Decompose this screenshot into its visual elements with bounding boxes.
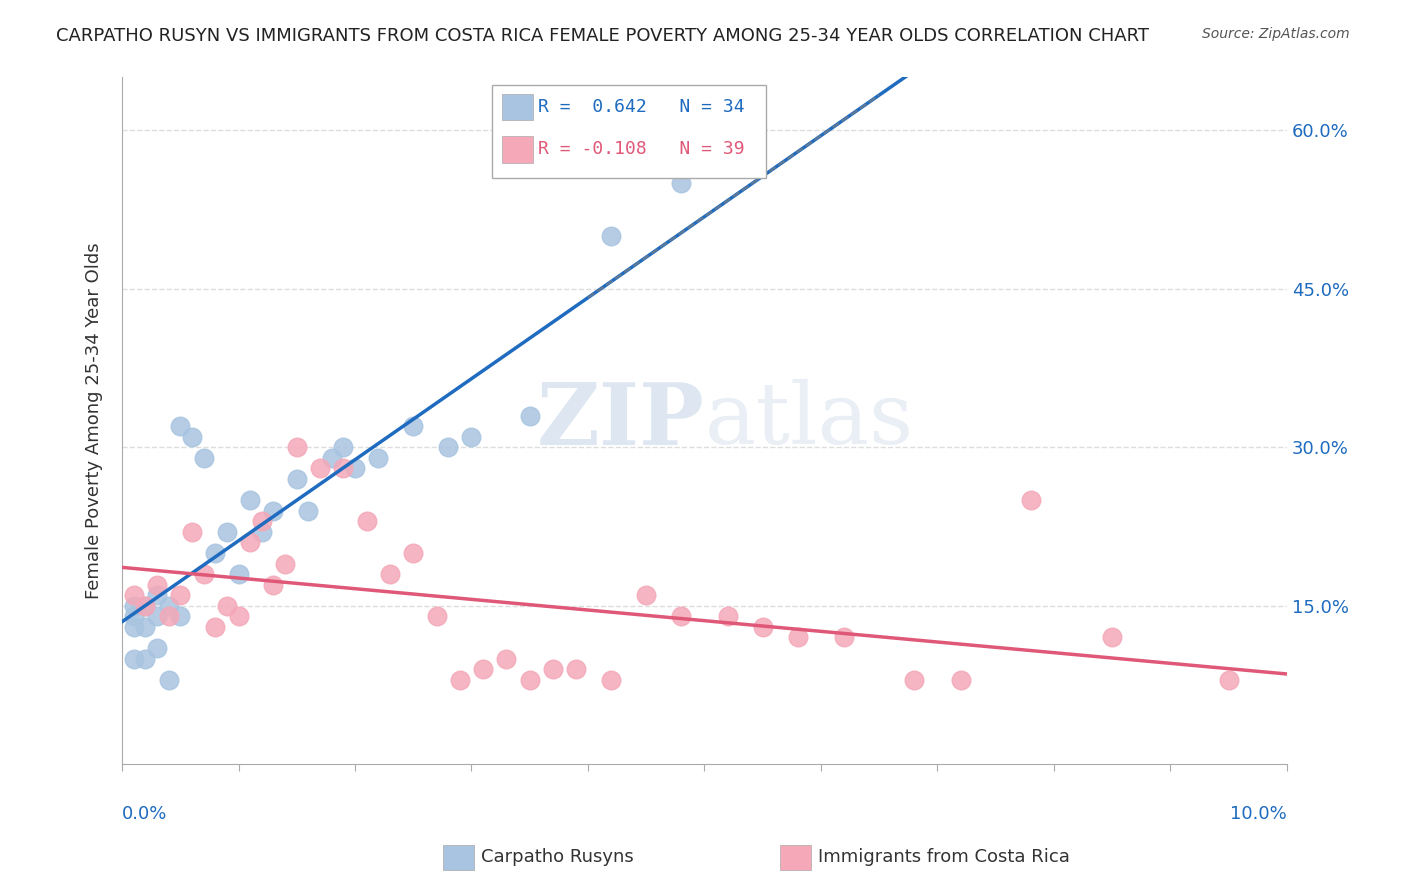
- Point: [239, 535, 262, 549]
- Point: [332, 440, 354, 454]
- Text: Immigrants from Costa Rica: Immigrants from Costa Rica: [818, 848, 1070, 866]
- Text: R =  0.642   N = 34: R = 0.642 N = 34: [538, 98, 745, 116]
- Point: [437, 440, 460, 454]
- Point: [122, 588, 145, 602]
- Point: [309, 461, 332, 475]
- Point: [832, 631, 855, 645]
- Point: [717, 609, 740, 624]
- Point: [285, 440, 308, 454]
- Point: [157, 673, 180, 687]
- Point: [193, 450, 215, 465]
- Point: [134, 651, 156, 665]
- Point: [449, 673, 471, 687]
- Point: [1019, 493, 1042, 508]
- Text: 0.0%: 0.0%: [122, 805, 167, 823]
- Point: [157, 609, 180, 624]
- Point: [285, 472, 308, 486]
- Point: [146, 588, 169, 602]
- Text: atlas: atlas: [704, 379, 914, 462]
- Text: Source: ZipAtlas.com: Source: ZipAtlas.com: [1202, 27, 1350, 41]
- Point: [250, 524, 273, 539]
- Point: [402, 419, 425, 434]
- Text: Carpatho Rusyns: Carpatho Rusyns: [481, 848, 634, 866]
- Point: [669, 609, 692, 624]
- Point: [134, 599, 156, 613]
- Point: [636, 588, 658, 602]
- Point: [356, 514, 378, 528]
- Point: [181, 524, 204, 539]
- Point: [402, 546, 425, 560]
- Point: [215, 599, 238, 613]
- Point: [228, 567, 250, 582]
- Point: [367, 450, 389, 465]
- Point: [193, 567, 215, 582]
- Y-axis label: Female Poverty Among 25-34 Year Olds: Female Poverty Among 25-34 Year Olds: [86, 243, 103, 599]
- Point: [181, 430, 204, 444]
- Point: [274, 557, 297, 571]
- Point: [1218, 673, 1240, 687]
- Point: [157, 599, 180, 613]
- Point: [786, 631, 808, 645]
- Point: [146, 640, 169, 655]
- Point: [343, 461, 366, 475]
- Point: [460, 430, 482, 444]
- Point: [519, 409, 541, 423]
- Point: [263, 577, 285, 591]
- Point: [263, 504, 285, 518]
- Point: [169, 588, 191, 602]
- Point: [169, 419, 191, 434]
- Point: [332, 461, 354, 475]
- Point: [541, 662, 564, 676]
- Point: [321, 450, 343, 465]
- Point: [565, 662, 588, 676]
- Point: [600, 673, 623, 687]
- Point: [122, 651, 145, 665]
- Point: [297, 504, 319, 518]
- Point: [751, 620, 773, 634]
- Point: [215, 524, 238, 539]
- Point: [949, 673, 972, 687]
- Point: [600, 229, 623, 244]
- Point: [903, 673, 925, 687]
- Point: [228, 609, 250, 624]
- Text: R = -0.108   N = 39: R = -0.108 N = 39: [538, 140, 745, 158]
- Point: [122, 599, 145, 613]
- Point: [122, 609, 145, 624]
- Text: CARPATHO RUSYN VS IMMIGRANTS FROM COSTA RICA FEMALE POVERTY AMONG 25-34 YEAR OLD: CARPATHO RUSYN VS IMMIGRANTS FROM COSTA …: [56, 27, 1149, 45]
- Text: ZIP: ZIP: [537, 379, 704, 463]
- Point: [122, 620, 145, 634]
- Point: [134, 620, 156, 634]
- Point: [378, 567, 401, 582]
- Point: [169, 609, 191, 624]
- Point: [519, 673, 541, 687]
- Point: [134, 599, 156, 613]
- Point: [146, 577, 169, 591]
- Point: [1101, 631, 1123, 645]
- Text: 10.0%: 10.0%: [1230, 805, 1286, 823]
- Point: [239, 493, 262, 508]
- Point: [472, 662, 495, 676]
- Point: [146, 609, 169, 624]
- Point: [425, 609, 447, 624]
- Point: [669, 176, 692, 190]
- Point: [204, 546, 226, 560]
- Point: [204, 620, 226, 634]
- Point: [250, 514, 273, 528]
- Point: [495, 651, 517, 665]
